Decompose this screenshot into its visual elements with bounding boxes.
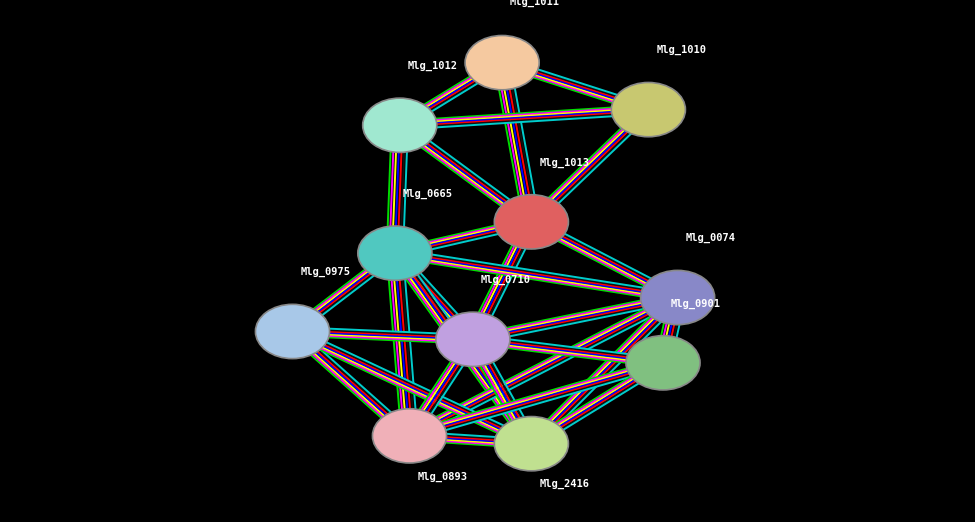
Ellipse shape <box>494 417 568 471</box>
Text: Mlg_0665: Mlg_0665 <box>403 188 452 199</box>
Text: Mlg_0893: Mlg_0893 <box>417 471 467 482</box>
Text: Mlg_2416: Mlg_2416 <box>539 479 589 490</box>
Text: Mlg_0901: Mlg_0901 <box>671 298 721 309</box>
Text: Mlg_0074: Mlg_0074 <box>685 233 735 243</box>
Ellipse shape <box>372 409 447 463</box>
Text: Mlg_1012: Mlg_1012 <box>408 61 457 71</box>
Text: Mlg_1011: Mlg_1011 <box>510 0 560 7</box>
Text: Mlg_1010: Mlg_1010 <box>656 45 706 55</box>
Ellipse shape <box>436 312 510 366</box>
Ellipse shape <box>494 195 568 249</box>
Ellipse shape <box>611 82 685 137</box>
Ellipse shape <box>465 35 539 90</box>
Text: Mlg_1013: Mlg_1013 <box>539 157 589 168</box>
Ellipse shape <box>255 304 330 359</box>
Ellipse shape <box>641 270 715 325</box>
Ellipse shape <box>626 336 700 390</box>
Text: Mlg_0710: Mlg_0710 <box>481 275 530 285</box>
Ellipse shape <box>363 98 437 152</box>
Ellipse shape <box>358 226 432 280</box>
Text: Mlg_0975: Mlg_0975 <box>300 267 350 277</box>
